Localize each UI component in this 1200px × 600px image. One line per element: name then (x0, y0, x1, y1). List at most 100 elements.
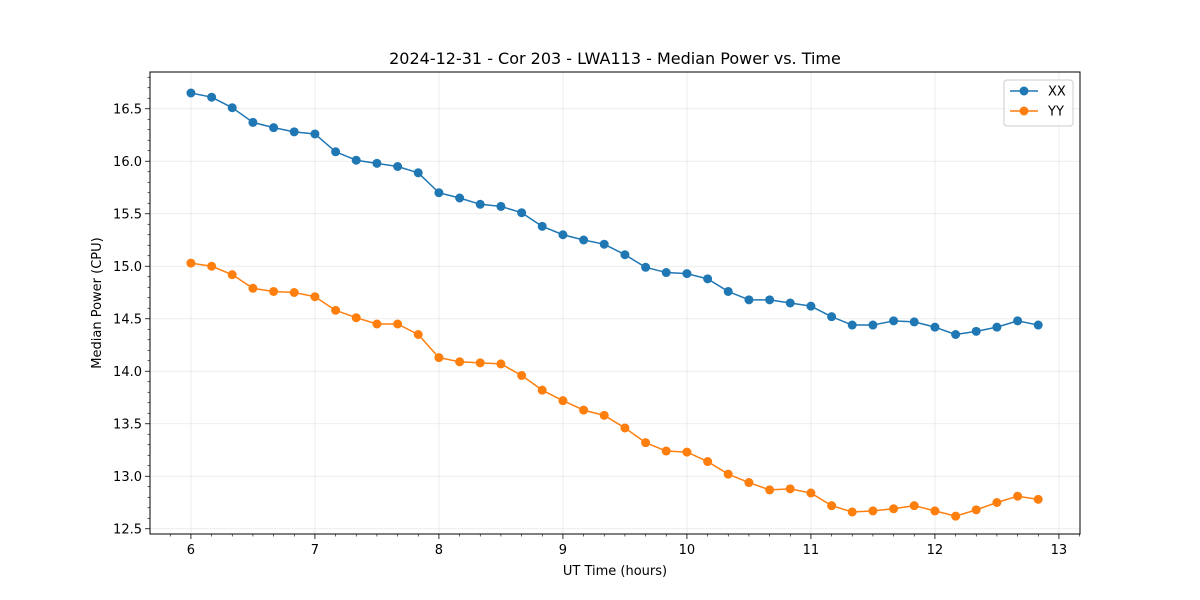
data-point-yy (310, 292, 320, 302)
y-tick-label: 14.0 (113, 365, 142, 380)
x-tick-label: 6 (187, 543, 195, 558)
data-point-yy (537, 385, 547, 395)
data-point-yy (558, 396, 568, 406)
x-tick-label: 13 (1051, 543, 1068, 558)
y-tick-label: 12.5 (113, 522, 142, 537)
data-point-yy (992, 498, 1002, 507)
data-point-yy (393, 319, 403, 329)
data-point-xx (641, 262, 651, 272)
data-point-yy (579, 405, 589, 415)
data-point-yy (289, 288, 299, 297)
x-tick-label: 8 (435, 543, 443, 558)
data-point-xx (1013, 316, 1023, 326)
y-tick-label: 13.5 (113, 417, 142, 432)
data-point-yy (682, 447, 692, 457)
data-point-yy (827, 501, 837, 511)
data-point-xx (310, 129, 320, 139)
data-point-yy (1013, 491, 1023, 501)
data-point-xx (889, 316, 899, 326)
data-point-xx (847, 320, 857, 330)
data-point-xx (620, 250, 630, 260)
y-tick-label: 16.5 (113, 102, 142, 117)
data-point-xx (455, 193, 465, 203)
data-point-yy (641, 438, 651, 448)
data-point-yy (806, 488, 816, 498)
data-point-xx (599, 239, 609, 249)
y-tick-label: 13.0 (113, 470, 142, 485)
data-point-yy (744, 478, 754, 488)
data-point-yy (971, 505, 981, 515)
data-point-xx (971, 326, 981, 336)
data-point-yy (661, 446, 671, 456)
data-point-xx (434, 188, 444, 198)
data-point-xx (248, 117, 258, 127)
data-point-xx (517, 208, 527, 218)
data-point-xx (558, 230, 568, 240)
data-point-yy (434, 353, 444, 363)
y-tick-label: 15.5 (113, 207, 142, 222)
series-yy (186, 258, 1043, 521)
data-point-xx (393, 162, 403, 171)
axes: 6 7 8 9 10 11 12 13 12.5 13.0 13.5 14.0 14.5 15.0 15.5… (113, 76, 1080, 558)
data-point-yy (227, 270, 237, 280)
plot-frame (149, 71, 1081, 535)
data-point-xx (723, 286, 733, 296)
data-point-yy (455, 357, 465, 367)
series-layer (186, 88, 1043, 521)
y-tick-label: 16.0 (113, 155, 142, 170)
y-tick-label: 14.5 (113, 312, 142, 327)
data-point-yy (703, 457, 713, 467)
y-tick-label: 15.0 (113, 260, 142, 275)
data-point-xx (289, 127, 299, 137)
data-point-yy (517, 370, 527, 380)
data-point-yy (785, 484, 795, 494)
legend: XX YY (1003, 79, 1074, 127)
data-point-xx (1033, 320, 1043, 330)
data-point-xx (331, 147, 341, 157)
data-point-yy (723, 469, 733, 479)
x-tick-label: 10 (679, 543, 696, 558)
data-point-xx (868, 320, 878, 330)
data-point-xx (207, 92, 217, 102)
data-point-xx (537, 221, 547, 231)
data-point-yy (620, 423, 630, 433)
data-point-yy (269, 286, 279, 296)
data-point-yy (413, 330, 423, 339)
data-point-xx (186, 88, 196, 98)
data-point-yy (868, 506, 878, 516)
data-point-yy (475, 358, 485, 368)
x-tick-label: 7 (311, 543, 319, 558)
data-point-xx (827, 312, 837, 322)
x-tick-label: 9 (559, 543, 567, 558)
data-point-xx (682, 269, 692, 279)
data-point-xx (909, 317, 919, 327)
data-point-yy (372, 319, 382, 329)
data-point-xx (413, 168, 423, 178)
chart-title: 2024-12-31 - Cor 203 - LWA113 - Median P… (389, 49, 841, 68)
x-tick-label: 11 (803, 543, 820, 558)
x-axis-label: UT Time (hours) (563, 564, 667, 579)
data-point-yy (186, 258, 196, 268)
data-point-xx (269, 123, 279, 133)
data-point-yy (951, 511, 961, 521)
data-point-yy (1033, 494, 1043, 504)
data-point-yy (889, 504, 899, 514)
data-point-xx (951, 330, 961, 339)
legend-marker (1019, 106, 1029, 116)
data-point-xx (992, 322, 1002, 332)
data-point-yy (765, 485, 775, 495)
data-point-xx (372, 158, 382, 168)
data-point-xx (765, 295, 775, 305)
data-point-xx (703, 274, 713, 284)
data-point-xx (661, 268, 671, 278)
legend-label-yy: YY (1047, 105, 1064, 120)
data-point-xx (579, 235, 589, 245)
grid (150, 72, 1080, 534)
data-point-yy (847, 507, 857, 517)
data-point-yy (909, 501, 919, 511)
legend-label-xx: XX (1048, 85, 1066, 100)
data-point-yy (930, 506, 940, 516)
data-point-xx (496, 201, 506, 211)
data-point-yy (496, 359, 506, 369)
